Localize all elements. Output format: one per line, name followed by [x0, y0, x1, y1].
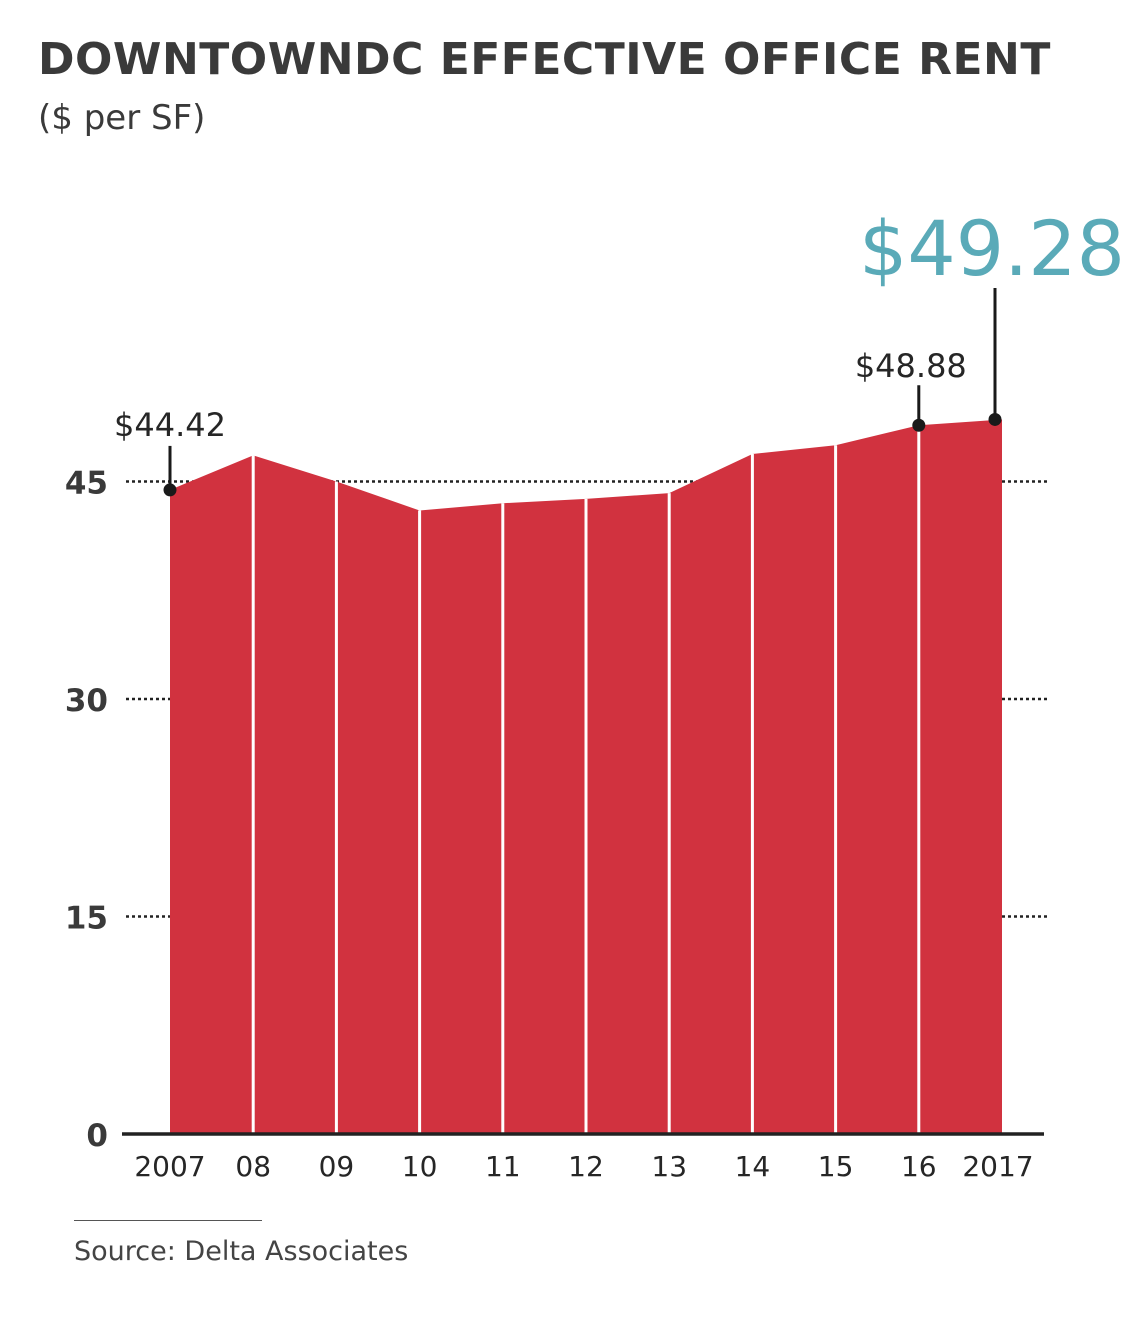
annotation-label: $48.88 — [855, 347, 967, 385]
x-tick-label: 13 — [651, 1150, 687, 1183]
x-tick-label: 12 — [568, 1150, 604, 1183]
year-separators — [251, 425, 921, 1134]
x-tick-label: 09 — [319, 1150, 355, 1183]
y-tick-label: 15 — [65, 901, 108, 937]
x-tick-label: 08 — [235, 1150, 271, 1183]
annotation-label: $44.42 — [114, 406, 226, 444]
x-tick-label: 16 — [901, 1150, 937, 1183]
chart-title: DOWNTOWNDC EFFECTIVE OFFICE RENT — [38, 34, 1051, 85]
y-tick-label: 30 — [65, 683, 108, 719]
annotation-dot — [988, 412, 1002, 426]
x-tick-label: 14 — [735, 1150, 771, 1183]
annotation-dot — [912, 418, 926, 432]
source-divider — [74, 1220, 262, 1221]
chart-subtitle: ($ per SF) — [38, 98, 206, 138]
x-tick-label: 2017 — [962, 1150, 1033, 1183]
x-tick-label: 10 — [402, 1150, 438, 1183]
annotations: $44.42 $48.88 $49.28 — [114, 204, 1125, 497]
axes: 0 15 30 45 2007 08 09 10 11 12 13 14 15 16 2017 — [65, 466, 1044, 1183]
y-tick-label: 0 — [86, 1118, 108, 1154]
x-tick-label: 2007 — [134, 1150, 205, 1183]
annotation-dot — [163, 483, 177, 497]
x-tick-label: 15 — [818, 1150, 854, 1183]
x-tick-label: 11 — [485, 1150, 521, 1183]
y-tick-label: 45 — [65, 466, 108, 502]
highlight-value-label: $49.28 — [859, 204, 1125, 293]
source-note: Source: Delta Associates — [74, 1236, 409, 1267]
